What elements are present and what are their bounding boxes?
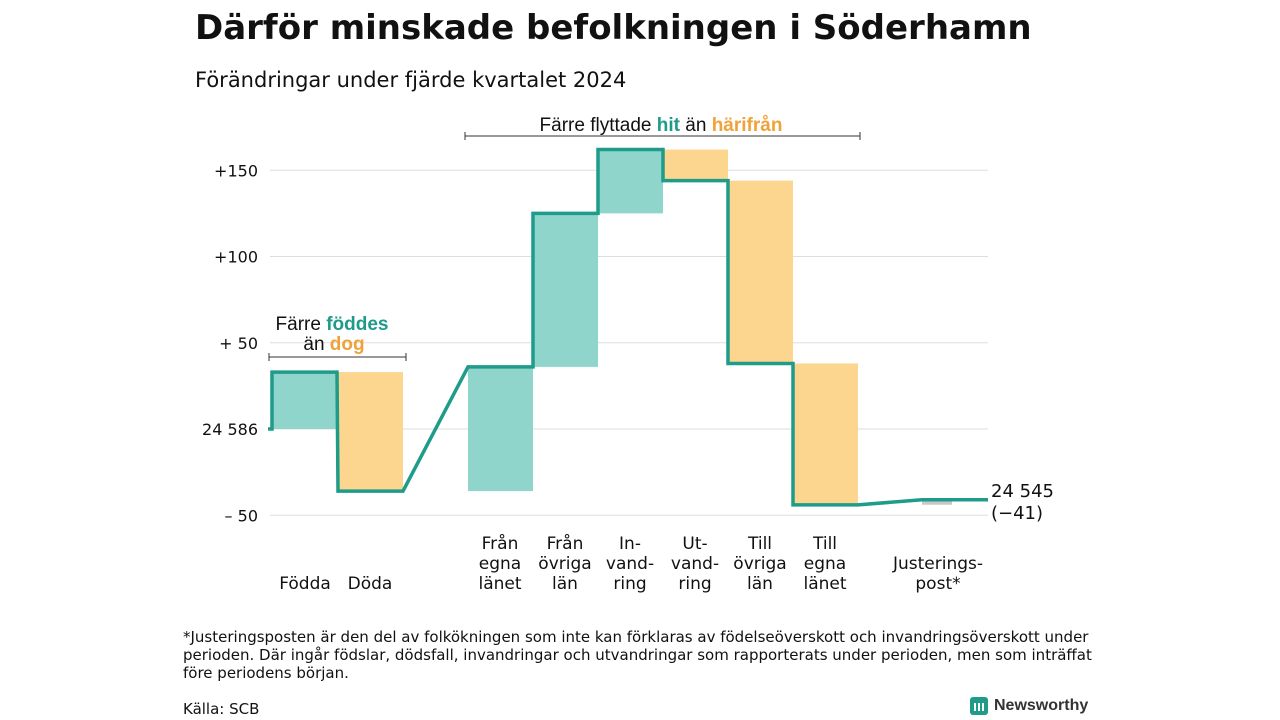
category-labels: Födda Döda Från egna länet Från övriga län In-va… <box>279 533 983 594</box>
bar <box>728 180 793 364</box>
category-label: Ut-vand-ring <box>671 534 719 594</box>
source: Källa: SCB <box>183 700 260 718</box>
chart-subtitle: Förändringar under fjärde kvartalet 2024 <box>195 68 627 92</box>
migration-annotation-bracket <box>464 132 861 140</box>
category-label: Från egna länet <box>478 533 521 594</box>
y-tick-label: +150 <box>214 161 258 180</box>
birth-annotation-line2: än dog <box>303 334 364 355</box>
birth-annotation-line1: Färre föddes <box>276 314 389 335</box>
category-label: Födda <box>279 574 331 594</box>
migration-annotation: Färre flyttade hit än härifrån <box>540 115 783 136</box>
bar <box>272 372 337 429</box>
bar <box>533 213 598 367</box>
end-value-label: 24 545 <box>991 481 1054 502</box>
waterfall-chart: +150 +100 + 50 24 586 – 50 Födda Döda Från egna… <box>202 115 1054 594</box>
category-label: Till egna länet <box>803 534 846 594</box>
category-label: Till övriga län <box>733 534 786 594</box>
category-label: In-vand-ring <box>606 534 654 594</box>
y-axis-ticks: +150 +100 + 50 24 586 – 50 <box>202 161 258 525</box>
bar <box>793 363 858 505</box>
category-label: Justerings-post* <box>892 554 983 594</box>
newsworthy-icon <box>970 697 988 715</box>
chart-title: Därför minskade befolkningen i Söderhamn <box>195 8 1032 48</box>
y-tick-label: + 50 <box>219 334 258 353</box>
bar <box>598 149 663 214</box>
brand-name: Newsworthy <box>994 697 1089 714</box>
step-line <box>268 147 988 507</box>
brand-logo: Newsworthy <box>970 697 1088 715</box>
bar <box>468 366 533 492</box>
end-change-label: (−41) <box>991 503 1043 524</box>
y-tick-label: – 50 <box>225 506 258 525</box>
birth-annotation-bracket <box>268 353 407 361</box>
bars <box>272 149 952 505</box>
y-tick-label: +100 <box>214 248 258 267</box>
footnote: *Justeringsposten är den del av folkökni… <box>183 628 1092 682</box>
bar <box>338 372 403 492</box>
bar <box>922 499 952 505</box>
y-tick-label: 24 586 <box>202 420 258 439</box>
category-label: Från övriga län <box>538 533 591 594</box>
category-label: Döda <box>348 574 393 594</box>
bar <box>663 149 728 181</box>
